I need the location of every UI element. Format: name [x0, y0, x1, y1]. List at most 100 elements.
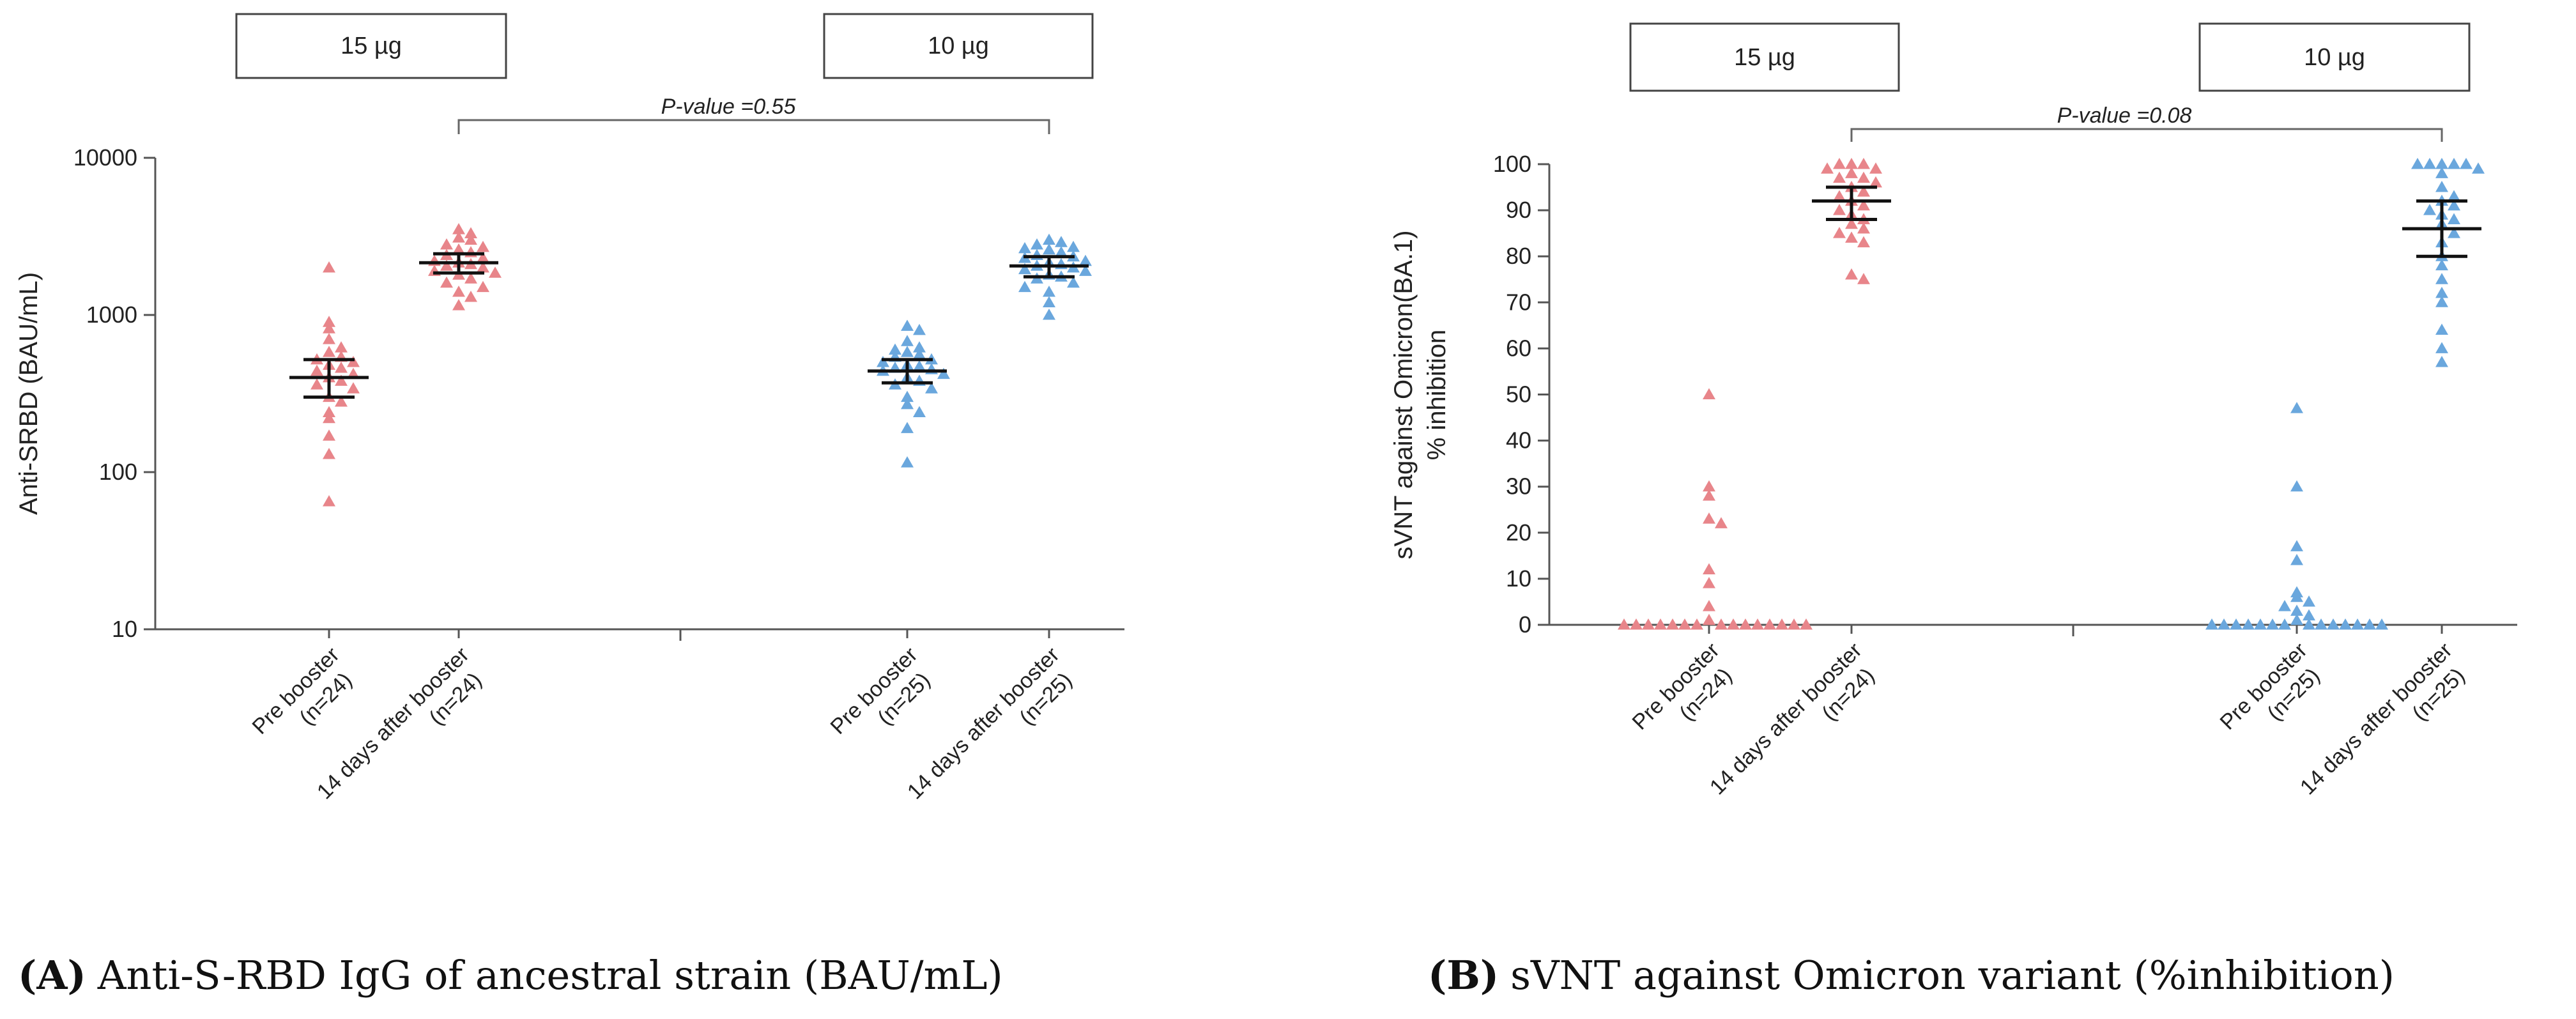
data-point-b-3 — [2327, 618, 2340, 630]
data-point-a-3 — [901, 319, 914, 331]
data-point-b-1 — [1666, 618, 1679, 630]
data-point-b-3 — [2266, 618, 2279, 630]
data-point-a-3 — [877, 356, 889, 367]
y-tick-label-b: 50 — [1506, 381, 1531, 408]
data-point-a-4 — [1043, 286, 1055, 297]
data-point-a-3 — [901, 346, 914, 357]
y-tick-label-b: 80 — [1506, 243, 1531, 269]
dose-label-10-a: 10 µg — [928, 33, 989, 59]
data-point-b-1 — [1703, 563, 1715, 574]
data-point-b-2 — [1869, 176, 1882, 188]
data-point-b-4 — [2435, 286, 2448, 298]
data-point-b-1 — [1739, 618, 1752, 630]
data-point-a-1 — [323, 411, 335, 424]
data-point-b-3 — [2278, 600, 2291, 611]
y-tick-label-a: 1000 — [86, 302, 137, 328]
data-point-a-4 — [1067, 276, 1080, 288]
caption-a-text: Anti-S-RBD IgG of ancestral strain (BAU/… — [97, 952, 1003, 999]
data-point-b-2 — [1857, 185, 1870, 197]
data-point-a-3 — [913, 406, 926, 417]
data-point-b-3 — [2230, 618, 2242, 630]
data-point-b-3 — [2363, 618, 2376, 630]
data-point-b-4 — [2448, 190, 2460, 201]
data-point-b-4 — [2460, 158, 2472, 169]
data-point-b-1 — [1715, 618, 1728, 630]
data-point-a-1 — [323, 322, 335, 333]
caption-b-text: sVNT against Omicron variant (%inhibitio… — [1510, 952, 2395, 999]
data-point-a-3 — [901, 422, 914, 433]
y-tick-label-b: 0 — [1519, 611, 1531, 638]
error-bars-b — [1812, 185, 2481, 258]
data-point-a-1 — [323, 429, 335, 441]
data-point-a-2 — [489, 266, 502, 278]
data-point-a-1 — [347, 356, 360, 367]
data-point-b-1 — [1703, 388, 1715, 399]
data-point-b-3 — [2375, 618, 2388, 630]
y-tick-label-b: 90 — [1506, 197, 1531, 223]
data-point-a-1 — [323, 261, 335, 273]
data-point-b-1 — [1618, 618, 1630, 630]
dose-label-15-a: 15 µg — [341, 33, 402, 59]
data-point-a-2 — [477, 261, 489, 273]
data-point-b-1 — [1703, 512, 1715, 524]
data-point-a-4 — [1031, 238, 1043, 250]
pvalue-bracket-b — [1850, 128, 2443, 142]
x-category-b: 14 days after booster(n=25) — [2296, 638, 2470, 800]
y-tick-label-b: 30 — [1506, 473, 1531, 500]
data-point-b-3 — [2290, 604, 2303, 616]
data-points-b — [1618, 158, 2485, 630]
data-point-a-2 — [464, 227, 477, 238]
y-axis-label-b-line1: sVNT against Omicron(BA.1) — [1390, 231, 1418, 560]
dose-label-10-b: 10 µg — [2304, 44, 2365, 71]
data-point-b-2 — [1833, 190, 1846, 201]
data-point-b-3 — [2303, 595, 2315, 607]
y-tick-label-a: 10000 — [73, 144, 137, 171]
data-point-b-4 — [2435, 296, 2448, 307]
data-point-b-2 — [1857, 158, 1870, 169]
y-tick-label-b: 100 — [1493, 151, 1531, 177]
data-point-a-2 — [452, 299, 465, 310]
data-point-b-2 — [1857, 171, 1870, 183]
data-point-b-1 — [1788, 618, 1800, 630]
data-point-b-2 — [1857, 199, 1870, 211]
data-point-b-2 — [1857, 222, 1870, 234]
data-point-b-4 — [2435, 342, 2448, 353]
data-point-a-4 — [1018, 241, 1031, 254]
caption-b-tag: (B) — [1428, 952, 1499, 999]
data-point-a-2 — [477, 280, 489, 293]
data-point-a-3 — [901, 335, 914, 346]
data-point-b-4 — [2435, 181, 2448, 192]
x-category-b: Pre booster(n=24) — [1628, 638, 1737, 735]
data-point-b-1 — [1703, 480, 1715, 492]
caption-a-tag: (A) — [18, 952, 86, 999]
data-point-b-2 — [1845, 217, 1858, 229]
data-point-a-3 — [913, 323, 926, 335]
data-point-b-3 — [2315, 618, 2327, 630]
dose-box-10-b: 10 µg — [2198, 22, 2471, 92]
dose-box-15-b: 15 µg — [1629, 22, 1900, 92]
data-point-b-2 — [1857, 236, 1870, 248]
data-point-b-3 — [2303, 618, 2315, 630]
data-point-a-1 — [335, 374, 348, 386]
data-point-b-1 — [1678, 618, 1691, 630]
data-point-a-2 — [440, 259, 453, 271]
pvalue-label-b: P-value =0.08 — [2057, 103, 2192, 128]
data-point-a-2 — [477, 240, 489, 252]
panel-b: 15 µg 10 µg P-value =0.08 0 10 20 30 40 50 60 7… — [1390, 22, 2517, 800]
data-point-b-2 — [1821, 162, 1834, 174]
error-bars-a — [289, 252, 1089, 399]
data-point-a-3 — [901, 390, 914, 402]
data-point-b-1 — [1642, 618, 1655, 630]
y-ticks-a: 10 100 1000 10000 — [73, 144, 155, 642]
data-point-b-3 — [2290, 480, 2303, 492]
data-point-b-1 — [1630, 618, 1643, 630]
data-point-b-2 — [1833, 171, 1846, 183]
data-point-b-1 — [1727, 618, 1740, 630]
data-point-a-1 — [310, 378, 323, 390]
panel-a: 15 µg 10 µg P-value =0.55 10 100 1000 10000… — [15, 13, 1124, 804]
data-point-b-2 — [1845, 231, 1858, 243]
y-tick-label-b: 20 — [1506, 519, 1531, 546]
data-point-b-3 — [2303, 609, 2315, 621]
data-point-a-1 — [323, 333, 335, 344]
data-point-a-3 — [901, 456, 914, 468]
